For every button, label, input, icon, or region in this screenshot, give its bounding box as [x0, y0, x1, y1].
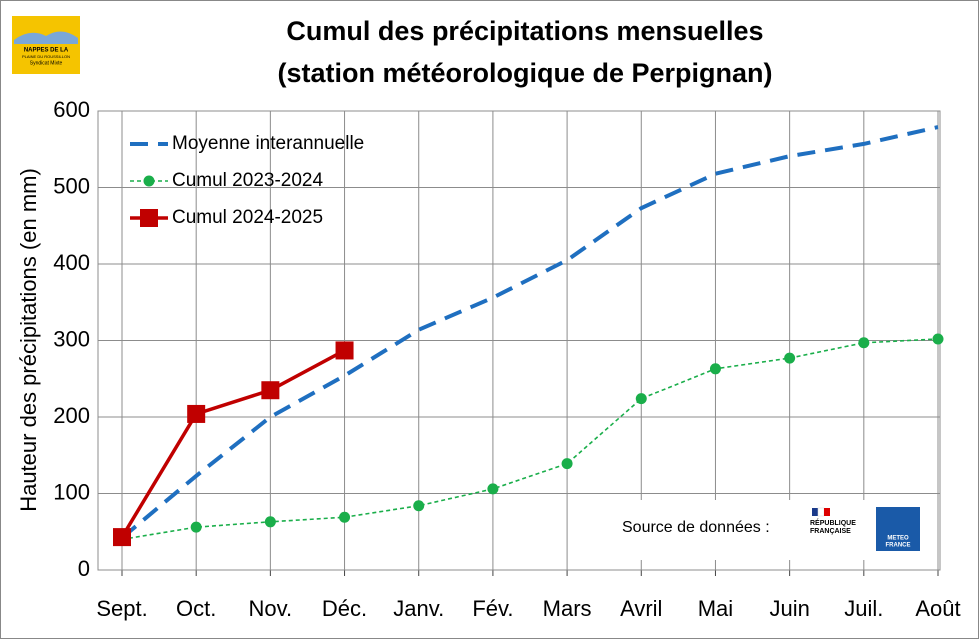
logo-nappes: NAPPES DE LA PLAINE DU ROUSSILLON Syndic…	[12, 16, 80, 74]
x-tick-label: Mars	[543, 596, 592, 621]
point	[113, 528, 131, 547]
y-tick-label: 200	[53, 403, 90, 428]
series-line	[121, 338, 939, 541]
point	[264, 516, 276, 528]
y-tick-label: 0	[78, 556, 90, 581]
meteo-logo	[876, 507, 920, 551]
x-tick-label: Fév.	[472, 596, 513, 621]
point	[635, 393, 647, 405]
x-tick-label: Avril	[620, 596, 662, 621]
logo-text: METEO	[887, 536, 909, 542]
x-tick-label: Sept.	[96, 596, 147, 621]
logo-text: NAPPES DE LA	[24, 48, 69, 54]
y-tick-label: 300	[53, 326, 90, 351]
point	[143, 175, 155, 187]
logo-text: Syndicat Mixte	[30, 60, 63, 66]
x-tick-label: Déc.	[322, 596, 367, 621]
point	[190, 521, 202, 533]
point	[261, 381, 280, 400]
point	[339, 511, 351, 523]
chart-title: Cumul des précipitations mensuelles	[286, 16, 763, 46]
point	[561, 458, 573, 470]
flag	[824, 508, 830, 516]
point	[932, 333, 944, 345]
y-tick-label: 100	[53, 479, 90, 504]
y-axis-label: Hauteur des précipitations (en mm)	[16, 168, 41, 512]
point	[140, 209, 158, 227]
x-tick-label: Juil.	[844, 596, 883, 621]
logo-text: FRANÇAISE	[810, 528, 851, 535]
y-tick-label: 500	[53, 173, 90, 198]
chart-title: (station météorologique de Perpignan)	[277, 58, 772, 88]
legend-label: Moyenne interannuelle	[172, 133, 364, 154]
source-text: Source de données :	[622, 519, 770, 536]
x-tick-label: Janv.	[393, 596, 444, 621]
logo-text: RÉPUBLIQUE	[810, 518, 856, 527]
series-line	[120, 125, 939, 540]
source-box: Source de données : RÉPUBLIQUE FRANÇAISE…	[612, 500, 934, 560]
logo-wave	[14, 31, 78, 44]
x-tick-label: Nov.	[249, 596, 293, 621]
point	[784, 352, 796, 364]
flag	[812, 508, 818, 516]
legend: Moyenne interannuelle Cumul 2023-2024 Cumu…	[130, 133, 364, 228]
point	[413, 500, 425, 512]
y-tick-label: 400	[53, 250, 90, 275]
x-tick-label: Juin	[769, 596, 809, 621]
point	[858, 337, 870, 349]
x-tick-label: Oct.	[176, 596, 216, 621]
x-tick-label: Mai	[698, 596, 733, 621]
logo-text: FRANCE	[886, 543, 911, 549]
x-tick-label: Août	[915, 596, 960, 621]
point	[709, 363, 721, 375]
logo-bg	[12, 16, 80, 74]
legend-label: Cumul 2023-2024	[172, 170, 323, 191]
point	[487, 483, 499, 495]
legend-label: Cumul 2024-2025	[172, 207, 323, 228]
point	[187, 404, 206, 423]
y-tick-label: 600	[53, 97, 90, 122]
logo-text: PLAINE DU ROUSSILLON	[22, 54, 70, 59]
flag	[817, 507, 825, 517]
series-line	[120, 348, 346, 539]
point	[335, 341, 354, 360]
